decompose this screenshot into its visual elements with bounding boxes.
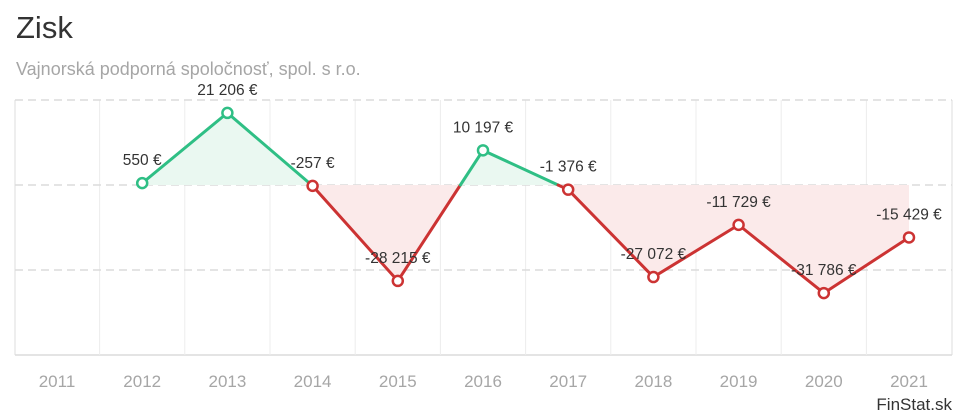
negative-area (142, 185, 909, 294)
x-tick-label-2018: 2018 (634, 372, 672, 391)
data-point-2014 (306, 179, 319, 193)
data-point-2020 (817, 286, 831, 300)
data-label-2021: -15 429 € (876, 206, 942, 223)
chart-title: Zisk (16, 10, 73, 45)
data-label-2020: -31 786 € (791, 262, 857, 279)
line-segment (396, 183, 462, 283)
finstat-credit: FinStat.sk (876, 395, 952, 414)
data-label-2014: -257 € (291, 155, 335, 172)
line-segment (822, 235, 911, 295)
data-label-2015: -28 215 € (365, 250, 431, 267)
x-tick-label-2014: 2014 (294, 372, 332, 391)
line-segment (225, 111, 314, 187)
line-segment (458, 148, 485, 187)
line-segment (566, 188, 655, 279)
x-tick-label-2011: 2011 (39, 372, 76, 391)
x-tick-label-2017: 2017 (549, 372, 587, 391)
data-point-2021 (902, 231, 916, 244)
data-point-2018 (647, 270, 660, 284)
data-point-2016 (476, 144, 490, 157)
x-tick-label-2021: 2021 (890, 372, 928, 391)
data-point-2019 (732, 218, 745, 232)
x-tick-label-2015: 2015 (379, 372, 417, 391)
x-axis-ticks: 2011 2012 2013 2014 2015 2016 2017 2018 2019 2020… (39, 372, 928, 391)
data-point-2017 (561, 183, 575, 196)
x-tick-label-2019: 2019 (720, 372, 758, 391)
chart-subtitle: Vajnorská podporná spoločnosť, spol. s r… (16, 59, 361, 79)
data-point-2013 (221, 106, 234, 120)
line-segment (737, 223, 826, 295)
data-label-2016: 10 197 € (453, 119, 514, 136)
data-label-2019: -11 729 € (706, 194, 771, 211)
line-segment (140, 111, 229, 185)
line-segment (311, 184, 400, 283)
series-line (140, 111, 911, 295)
data-point-2015 (391, 274, 405, 288)
x-tick-label-2013: 2013 (208, 372, 246, 391)
line-segment (651, 223, 741, 279)
data-label-2018: -27 072 € (621, 246, 687, 263)
data-label-2012: 550 € (123, 152, 162, 169)
data-label-2013: 21 206 € (197, 82, 258, 99)
data-labels: 550 € 21 206 € -257 € -28 215 € 10 197 € -1 3… (123, 82, 942, 279)
line-segment (481, 148, 560, 187)
data-points (135, 106, 916, 300)
data-point-2012 (135, 176, 149, 190)
data-label-2017: -1 376 € (540, 159, 597, 176)
x-tick-label-2012: 2012 (123, 372, 161, 391)
x-tick-label-2016: 2016 (464, 372, 502, 391)
x-tick-label-2020: 2020 (805, 372, 843, 391)
